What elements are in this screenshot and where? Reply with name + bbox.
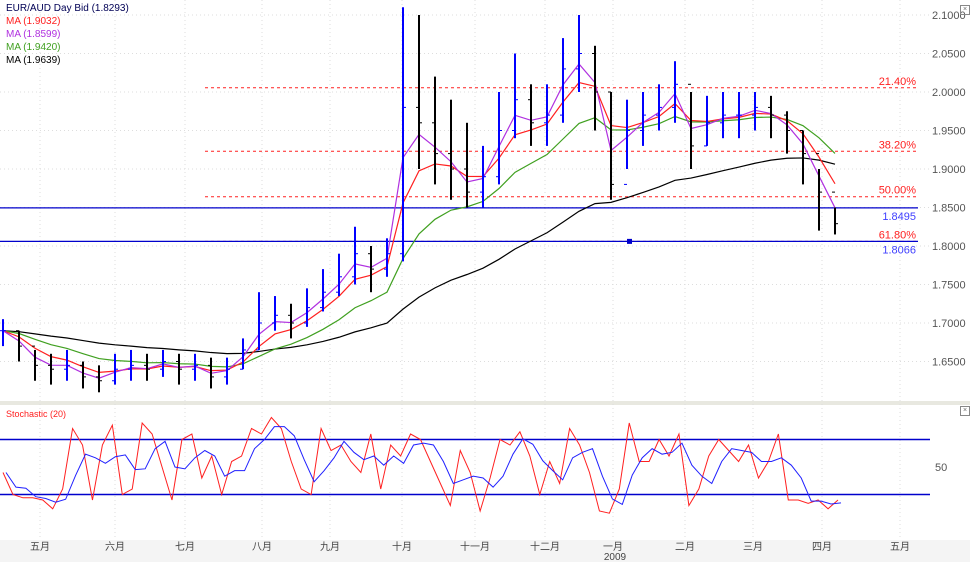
level-label: 1.8066 — [882, 244, 916, 256]
month-label: 五月 — [890, 541, 910, 553]
month-label: 一月 — [603, 541, 623, 553]
moving-average-line — [2, 157, 836, 355]
fib-label: 61.80% — [879, 229, 917, 241]
month-label: 九月 — [320, 541, 340, 553]
y-tick-label: 1.8500 — [932, 203, 966, 215]
month-label: 十一月 — [460, 540, 490, 553]
y-tick-label: 1.9000 — [932, 164, 966, 176]
legend-ma-black: MA (1.9639) — [6, 55, 61, 66]
fib-label: 50.00% — [879, 185, 917, 197]
month-label: 十月 — [392, 540, 412, 553]
month-label: 四月 — [812, 541, 832, 553]
year-label: 2009 — [604, 552, 627, 562]
fib-label: 21.40% — [879, 76, 917, 88]
chart-title: EUR/AUD Day Bid (1.8293) — [6, 3, 129, 14]
y-tick-label: 1.9500 — [932, 126, 966, 138]
month-label: 二月 — [675, 541, 695, 553]
y-tick-label: 1.8000 — [932, 241, 966, 253]
moving-average-line — [2, 115, 836, 368]
month-label: 三月 — [743, 541, 763, 553]
legend-ma-purple: MA (1.8599) — [6, 29, 61, 40]
y-tick-label: 1.7500 — [932, 280, 966, 292]
y-tick-label: 2.0000 — [932, 87, 966, 99]
month-label: 七月 — [175, 541, 195, 553]
stochastic-d-line — [5, 426, 842, 506]
fib-label: 38.20% — [879, 139, 917, 151]
stochastic-title: Stochastic (20) — [6, 409, 67, 419]
month-label: 五月 — [30, 541, 50, 553]
stochastic-y-tick: 50 — [935, 462, 947, 474]
legend-ma-red: MA (1.9032) — [6, 16, 61, 27]
month-label: 八月 — [252, 541, 272, 553]
x-axis-band — [0, 540, 970, 562]
month-label: 十二月 — [530, 540, 560, 553]
close-stochastic-icon[interactable]: × — [960, 406, 970, 416]
close-panel-icon[interactable]: × — [960, 5, 970, 15]
level-label: 1.8495 — [882, 211, 916, 223]
panel-separator — [0, 401, 970, 405]
legend-ma-green: MA (1.9420) — [6, 42, 61, 53]
y-tick-label: 1.7000 — [932, 318, 966, 330]
y-tick-label: 2.1000 — [932, 10, 966, 22]
stochastic-k-line — [2, 416, 839, 514]
month-label: 六月 — [105, 541, 125, 553]
y-tick-label: 2.0500 — [932, 49, 966, 61]
y-tick-label: 1.6500 — [932, 357, 966, 369]
level-anchor-handle — [627, 238, 632, 244]
